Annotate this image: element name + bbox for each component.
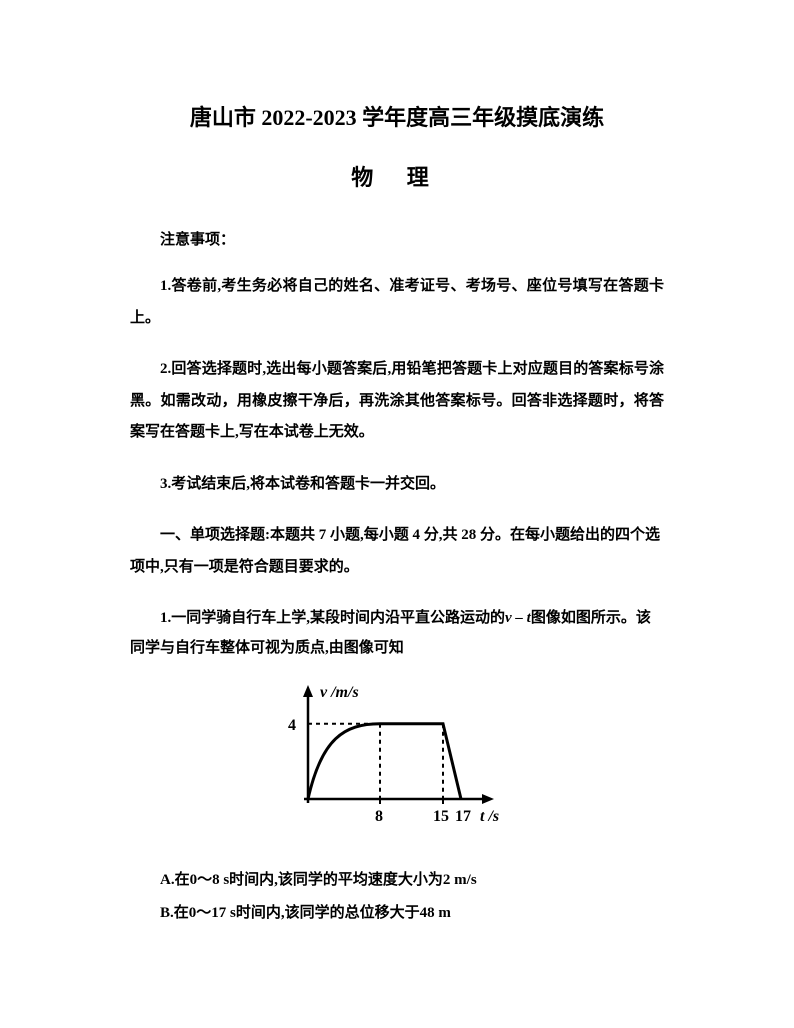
question-1-variable: v – t <box>505 610 531 626</box>
notice-header: 注意事项： <box>130 228 664 249</box>
svg-text:v /m/s: v /m/s <box>320 684 359 701</box>
svg-text:4: 4 <box>288 717 296 734</box>
svg-text:8: 8 <box>375 808 383 825</box>
vt-chart-svg: v /m/s t /s 4 8 15 17 <box>260 677 500 837</box>
notice-item-2: 2.回答选择题时,选出每小题答案后,用铅笔把答题卡上对应题目的答案标号涂黑。如需… <box>130 354 664 449</box>
option-b: B.在0～17 s时间内,该同学的总位移大于48 m <box>130 897 664 930</box>
subject-name: 物 理 <box>130 160 664 192</box>
vt-chart: v /m/s t /s 4 8 15 17 <box>260 677 664 842</box>
option-a: A.在0～8 s时间内,该同学的平均速度大小为2 m/s <box>130 864 664 897</box>
question-1-prefix: 1.一同学骑自行车上学,某段时间内沿平直公路运动的 <box>160 610 505 626</box>
section-1-header: 一、单项选择题:本题共 7 小题,每小题 4 分,共 28 分。在每小题给出的四… <box>130 520 664 583</box>
exam-title: 唐山市 2022-2023 学年度高三年级摸底演练 <box>130 100 664 132</box>
question-1: 1.一同学骑自行车上学,某段时间内沿平直公路运动的v – t图像如图所示。该同学… <box>130 603 664 663</box>
svg-text:t /s: t /s <box>480 808 499 825</box>
notice-item-1: 1.答卷前,考生务必将自己的姓名、准考证号、考场号、座位号填写在答题卡上。 <box>130 271 664 334</box>
svg-text:15: 15 <box>433 808 449 825</box>
notice-item-3: 3.考试结束后,将本试卷和答题卡一并交回。 <box>130 469 664 501</box>
svg-text:17: 17 <box>455 808 471 825</box>
